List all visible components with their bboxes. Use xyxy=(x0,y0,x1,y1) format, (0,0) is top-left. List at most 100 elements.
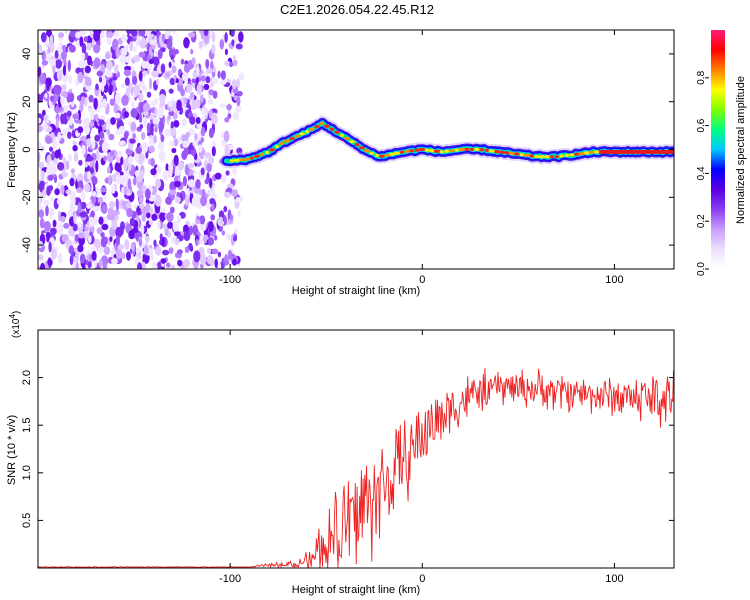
noise-blob xyxy=(129,41,134,52)
noise-blob xyxy=(40,262,46,269)
noise-blob xyxy=(86,156,94,162)
noise-blob xyxy=(55,59,62,69)
noise-blob xyxy=(93,238,101,248)
noise-blob xyxy=(131,75,138,85)
noise-blob xyxy=(142,68,147,78)
noise-blob xyxy=(150,253,155,261)
noise-blob xyxy=(98,216,104,225)
noise-blob xyxy=(161,207,166,213)
noise-blob xyxy=(120,156,124,166)
ridge-peak xyxy=(339,133,345,137)
noise-blob xyxy=(224,48,228,56)
noise-blob xyxy=(117,227,124,236)
noise-blob xyxy=(141,261,146,269)
noise-blob xyxy=(133,46,137,53)
noise-blob xyxy=(79,253,86,264)
noise-blob xyxy=(72,113,79,120)
noise-blob xyxy=(45,30,53,38)
noise-blob xyxy=(143,111,149,117)
ridge-peak xyxy=(485,148,489,152)
ridge-peak xyxy=(275,145,279,149)
noise-blob xyxy=(162,223,168,230)
noise-blob xyxy=(115,174,123,185)
noise-blob xyxy=(77,71,84,84)
noise-blob xyxy=(57,32,65,38)
noise-blob xyxy=(108,133,115,141)
noise-blob xyxy=(48,160,56,172)
noise-blob xyxy=(126,207,133,218)
snr-panel: -100 0 100 0.5 1.0 1.5 2.0 Height of straight … xyxy=(6,311,675,596)
noise-blob xyxy=(217,261,222,269)
noise-blob xyxy=(65,189,72,195)
ridge-peak xyxy=(529,154,535,158)
noise-blob xyxy=(138,153,145,163)
spectrogram-y-label: Frequency (Hz) xyxy=(6,112,18,188)
noise-blob xyxy=(118,125,126,135)
noise-blob xyxy=(96,227,103,235)
noise-blob xyxy=(98,119,105,126)
noise-blob xyxy=(52,65,56,75)
noise-blob xyxy=(169,78,175,84)
snr-axes: -100 0 100 0.5 1.0 1.5 2.0 xyxy=(21,330,674,585)
noise-blob xyxy=(90,30,94,34)
noise-blob xyxy=(152,117,159,125)
noise-blob xyxy=(218,210,225,219)
snr-scale-close: ) xyxy=(11,311,22,314)
noise-blob xyxy=(224,60,231,67)
snr-y-tick-label: 1.5 xyxy=(21,418,33,433)
noise-blob xyxy=(112,210,120,216)
noise-blob xyxy=(115,198,119,209)
snr-y-tick-label: 0.5 xyxy=(21,513,33,528)
noise-blob xyxy=(158,120,164,133)
ridge-peak xyxy=(388,152,395,156)
noise-blob xyxy=(146,42,150,52)
noise-blob xyxy=(88,235,92,244)
noise-blob xyxy=(79,102,84,113)
noise-blob xyxy=(39,73,46,85)
noise-blob xyxy=(201,108,207,117)
noise-blob xyxy=(54,188,60,196)
noise-blob xyxy=(43,199,50,206)
noise-blob xyxy=(108,200,115,209)
snr-x-tick-label: 0 xyxy=(419,573,425,585)
noise-blob xyxy=(57,42,64,54)
noise-blob xyxy=(229,62,234,68)
noise-blob xyxy=(196,83,202,95)
noise-blob xyxy=(181,118,187,127)
ridge-peak xyxy=(589,150,595,154)
chart-title: C2E1.2026.054.22.45.R12 xyxy=(280,2,434,17)
noise-blob xyxy=(183,259,191,268)
ridge-peak xyxy=(488,149,495,153)
noise-blob xyxy=(138,82,146,88)
noise-blob xyxy=(133,84,141,96)
colorbar-tick-label: 0.2 xyxy=(696,214,707,228)
noise-blob xyxy=(46,53,52,59)
noise-blob xyxy=(176,99,182,112)
snr-y-label: SNR (10 * v/v) xyxy=(6,415,18,485)
noise-blob xyxy=(232,166,237,176)
noise-blob xyxy=(141,131,146,141)
noise-blob xyxy=(211,43,216,54)
noise-blob xyxy=(158,107,164,119)
noise-blob xyxy=(127,178,132,190)
ridge-peak xyxy=(578,152,586,156)
noise-blob xyxy=(60,113,66,125)
noise-blob xyxy=(95,150,100,161)
noise-blob xyxy=(152,264,158,269)
ridge-peak xyxy=(494,150,500,154)
noise-blob xyxy=(125,202,132,209)
noise-blob xyxy=(88,94,94,103)
ridge-peak xyxy=(458,147,466,152)
noise-blob xyxy=(129,138,136,144)
noise-blob xyxy=(42,123,48,131)
noise-blob xyxy=(138,237,142,247)
noise-blob xyxy=(219,79,227,85)
noise-blob xyxy=(49,207,53,219)
noise-blob xyxy=(220,174,227,183)
ridge-peak xyxy=(348,140,356,144)
noise-blob xyxy=(148,219,154,226)
noise-blob xyxy=(226,104,232,111)
noise-blob xyxy=(232,55,236,61)
noise-blob xyxy=(68,210,74,216)
noise-blob xyxy=(217,70,221,79)
